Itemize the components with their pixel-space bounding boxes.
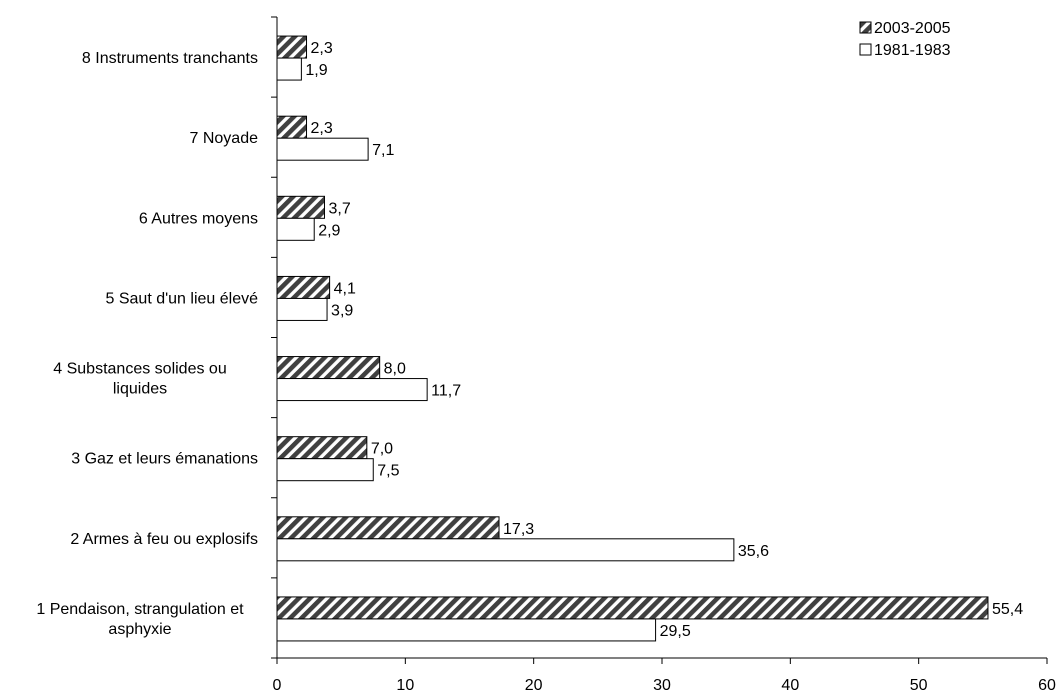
bar-2003-2005-8 <box>276 35 308 59</box>
data-label-2003-2005-8: 2,3 <box>311 40 333 57</box>
bar-1981-1983-2 <box>276 538 735 562</box>
data-label-1981-1983-2: 35,6 <box>738 543 769 560</box>
bar-1981-1983-3 <box>276 458 374 482</box>
data-label-1981-1983-6: 2,9 <box>318 222 340 239</box>
category-label-7-noyade: 7 Noyade <box>190 130 259 147</box>
bar-2003-2005-3 <box>276 436 368 460</box>
bar-1981-1983-4 <box>276 378 428 402</box>
data-label-2003-2005-5: 4,1 <box>334 280 356 297</box>
category-label-liquides: liquides <box>113 381 167 398</box>
x-tick-label-30: 30 <box>653 677 671 694</box>
bar-1981-1983-6 <box>276 217 315 241</box>
labels-group: 55,4 29,5 1 Pendaison, strangulation et asp… <box>36 40 1023 640</box>
bar-2003-2005-4 <box>276 356 381 380</box>
category-label-4-substances-solides-ou: 4 Substances solides ou <box>53 361 226 378</box>
bar-2003-2005-6 <box>276 195 325 219</box>
axes-group: 0 10 20 30 40 50 60 <box>271 16 1056 694</box>
data-label-1981-1983-5: 3,9 <box>331 302 353 319</box>
legend-label-1981-1983: 1981-1983 <box>874 42 951 59</box>
data-label-2003-2005-7: 2,3 <box>311 120 333 137</box>
data-label-1981-1983-7: 7,1 <box>372 142 394 159</box>
bar-2003-2005-7 <box>276 115 308 139</box>
x-tick-label-0: 0 <box>273 677 282 694</box>
x-tick-label-10: 10 <box>396 677 414 694</box>
bar-2003-2005-2 <box>276 516 500 540</box>
data-label-2003-2005-6: 3,7 <box>328 200 350 217</box>
bar-1981-1983-8 <box>276 57 302 81</box>
category-label-2-armes-a-feu-ou-explosifs: 2 Armes à feu ou explosifs <box>70 531 258 548</box>
data-label-2003-2005-3: 7,0 <box>371 441 393 458</box>
bar-1981-1983-5 <box>276 297 328 321</box>
bars-group <box>276 35 989 642</box>
bar-1981-1983-7 <box>276 137 369 161</box>
category-label-8-instruments-tranchants: 8 Instruments tranchants <box>82 50 258 67</box>
legend-swatch-2003-2005 <box>859 21 872 34</box>
data-label-1981-1983-1: 29,5 <box>660 623 691 640</box>
bar-2003-2005-1 <box>276 596 989 620</box>
x-tick-label-50: 50 <box>910 677 928 694</box>
x-tick-label-20: 20 <box>525 677 543 694</box>
legend-label-2003-2005: 2003-2005 <box>874 20 951 37</box>
bar-2003-2005-5 <box>276 275 331 299</box>
data-label-2003-2005-4: 8,0 <box>384 361 406 378</box>
data-label-1981-1983-3: 7,5 <box>377 463 399 480</box>
data-label-2003-2005-2: 17,3 <box>503 521 534 538</box>
legend: 2003-2005 1981-1983 <box>859 20 951 59</box>
category-label-6-autres-moyens: 6 Autres moyens <box>139 210 258 227</box>
x-tick-label-60: 60 <box>1038 677 1056 694</box>
data-label-1981-1983-8: 1,9 <box>305 62 327 79</box>
data-label-1981-1983-4: 11,7 <box>431 383 461 400</box>
category-label-asphyxie: asphyxie <box>108 621 171 638</box>
x-tick-label-40: 40 <box>781 677 799 694</box>
category-label-5-saut-d-un-lieu-eleve: 5 Saut d'un lieu élevé <box>106 290 259 307</box>
category-label-3-gaz-et-leurs-emanations: 3 Gaz et leurs émanations <box>71 451 258 468</box>
data-label-2003-2005-1: 55,4 <box>992 601 1023 618</box>
bar-1981-1983-1 <box>276 618 657 642</box>
legend-swatch-1981-1983 <box>859 43 872 56</box>
category-label-1-pendaison-strangulation-et: 1 Pendaison, strangulation et <box>36 601 244 618</box>
